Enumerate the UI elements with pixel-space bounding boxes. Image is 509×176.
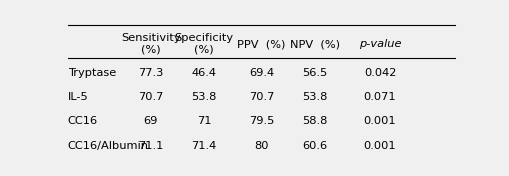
Text: 56.5: 56.5 xyxy=(301,68,327,78)
Text: p-value: p-value xyxy=(358,39,401,49)
Text: 53.8: 53.8 xyxy=(191,92,216,102)
Text: CC16: CC16 xyxy=(68,116,98,126)
Text: Sensitivity
(%): Sensitivity (%) xyxy=(121,33,180,55)
Text: 77.3: 77.3 xyxy=(138,68,163,78)
Text: PPV  (%): PPV (%) xyxy=(237,39,285,49)
Text: 60.6: 60.6 xyxy=(301,141,327,151)
Text: 80: 80 xyxy=(253,141,268,151)
Text: 69.4: 69.4 xyxy=(248,68,273,78)
Text: 79.5: 79.5 xyxy=(248,116,273,126)
Text: 53.8: 53.8 xyxy=(301,92,327,102)
Text: 71.4: 71.4 xyxy=(191,141,216,151)
Text: IL-5: IL-5 xyxy=(68,92,88,102)
Text: 0.001: 0.001 xyxy=(363,141,395,151)
Text: 70.7: 70.7 xyxy=(138,92,163,102)
Text: 58.8: 58.8 xyxy=(301,116,327,126)
Text: 70.7: 70.7 xyxy=(248,92,273,102)
Text: 46.4: 46.4 xyxy=(191,68,216,78)
Text: Specificity
(%): Specificity (%) xyxy=(174,33,233,55)
Text: 69: 69 xyxy=(143,116,158,126)
Text: NPV  (%): NPV (%) xyxy=(289,39,339,49)
Text: 71.1: 71.1 xyxy=(138,141,163,151)
Text: 0.071: 0.071 xyxy=(363,92,395,102)
Text: 71: 71 xyxy=(196,116,211,126)
Text: 0.042: 0.042 xyxy=(363,68,395,78)
Text: CC16/Albumin: CC16/Albumin xyxy=(68,141,149,151)
Text: Tryptase: Tryptase xyxy=(68,68,116,78)
Text: 0.001: 0.001 xyxy=(363,116,395,126)
